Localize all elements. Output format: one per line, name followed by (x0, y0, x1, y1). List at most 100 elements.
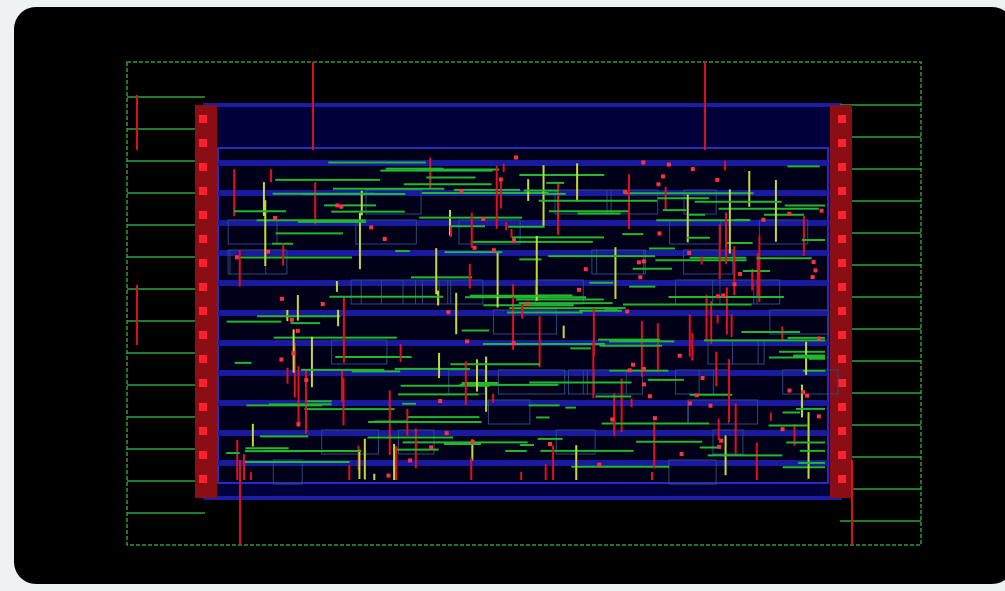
via (199, 403, 207, 411)
std-cell (227, 219, 278, 245)
via (382, 236, 387, 241)
via (838, 163, 846, 171)
via (656, 182, 661, 187)
power-rail (218, 250, 828, 256)
via (838, 115, 846, 123)
via (199, 331, 207, 339)
via (638, 275, 643, 280)
via (687, 250, 692, 255)
via (548, 441, 553, 446)
via (721, 293, 726, 298)
via (805, 393, 810, 398)
via (597, 462, 602, 467)
via (199, 139, 207, 147)
via (641, 382, 646, 387)
via (661, 174, 666, 179)
via (816, 414, 821, 419)
routing (127, 62, 921, 545)
via (304, 378, 309, 383)
via (838, 379, 846, 387)
std-cell (606, 189, 659, 215)
via (811, 259, 816, 264)
via (444, 431, 449, 436)
via (625, 309, 630, 314)
via (838, 259, 846, 267)
via (199, 307, 207, 315)
std-cell (687, 399, 759, 425)
via (199, 259, 207, 267)
via (838, 427, 846, 435)
power-strap (195, 105, 217, 498)
via (647, 394, 652, 399)
via (761, 217, 766, 222)
via (715, 294, 720, 299)
via (446, 310, 451, 315)
via (738, 271, 743, 276)
via (708, 403, 713, 408)
via (266, 249, 271, 254)
via (429, 445, 434, 450)
via (732, 282, 737, 287)
via (234, 255, 239, 260)
std-cell (492, 309, 558, 335)
via (838, 211, 846, 219)
via (610, 417, 615, 422)
via (199, 475, 207, 483)
via (291, 351, 296, 356)
via (320, 302, 325, 307)
via (491, 248, 496, 253)
power-rail (218, 400, 828, 406)
std-cell (487, 399, 531, 425)
via (838, 235, 846, 243)
via (199, 163, 207, 171)
std-cell (402, 279, 452, 305)
via (679, 452, 684, 457)
via (199, 451, 207, 459)
std-cell (438, 279, 484, 305)
via (438, 398, 443, 403)
power-rail (218, 280, 828, 286)
via (838, 139, 846, 147)
std-cell (712, 429, 744, 455)
via (465, 339, 470, 344)
via (677, 353, 682, 358)
via (641, 259, 646, 264)
via (295, 328, 300, 333)
std-cell (758, 219, 809, 245)
via (816, 336, 821, 341)
via (199, 187, 207, 195)
power-rail (218, 460, 828, 466)
via (199, 427, 207, 435)
via (666, 162, 671, 167)
std-cell (355, 219, 417, 245)
via (470, 440, 475, 445)
via (481, 216, 486, 221)
via (386, 473, 391, 478)
std-cell (753, 279, 781, 305)
via (787, 388, 792, 393)
via (498, 177, 503, 182)
via (631, 362, 636, 367)
std-cell (365, 189, 422, 215)
via (273, 215, 278, 220)
via (694, 393, 699, 398)
power-rail (218, 160, 828, 166)
std-cell (331, 339, 388, 365)
via (690, 167, 695, 172)
std-cell (360, 279, 423, 305)
via (810, 275, 815, 280)
via (813, 268, 818, 273)
std-cell (272, 459, 303, 485)
via (838, 307, 846, 315)
via (636, 260, 641, 265)
via (514, 155, 519, 160)
via (525, 301, 530, 306)
via (511, 341, 516, 346)
power-strap (830, 105, 852, 498)
via (780, 427, 785, 432)
via (335, 203, 340, 208)
via (687, 401, 692, 406)
via (199, 235, 207, 243)
via (577, 287, 582, 292)
